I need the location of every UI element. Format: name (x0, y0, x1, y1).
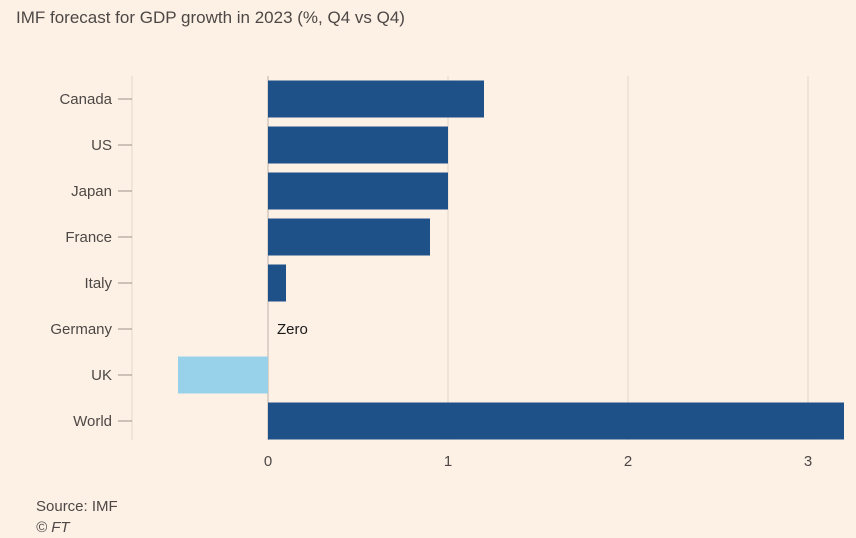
category-label-us: US (91, 137, 112, 154)
category-label-world: World (73, 413, 112, 430)
source-note: Source: IMF (36, 498, 118, 515)
x-tick-label-1: 1 (444, 453, 452, 470)
category-label-japan: Japan (71, 183, 112, 200)
category-label-canada: Canada (59, 91, 112, 108)
category-label-uk: UK (91, 367, 112, 384)
bars (178, 80, 844, 440)
category-label-italy: Italy (84, 275, 112, 292)
bar-world (268, 402, 844, 440)
category-axis (118, 76, 133, 440)
bar-italy (268, 264, 286, 302)
bar-chart: Canada US Japan France Italy Germany UK World 0… (50, 76, 844, 470)
bar-canada (268, 80, 484, 118)
x-tick-label-2: 2 (624, 453, 632, 470)
chart-title: IMF forecast for GDP growth in 2023 (%, … (16, 8, 405, 27)
category-label-france: France (65, 229, 112, 246)
category-label-germany: Germany (50, 321, 112, 338)
category-labels: Canada US Japan France Italy Germany UK World (50, 91, 112, 430)
bar-us (268, 126, 448, 164)
annotation-germany: Zero (277, 321, 308, 338)
x-tick-label-3: 3 (804, 453, 812, 470)
x-tick-label-0: 0 (264, 453, 272, 470)
copyright-note: © FT (36, 519, 70, 536)
bar-uk (178, 356, 268, 394)
bar-japan (268, 172, 448, 210)
annotations: Zero (277, 321, 308, 338)
x-tick-labels: 0 1 2 3 (264, 453, 812, 470)
bar-france (268, 218, 430, 256)
